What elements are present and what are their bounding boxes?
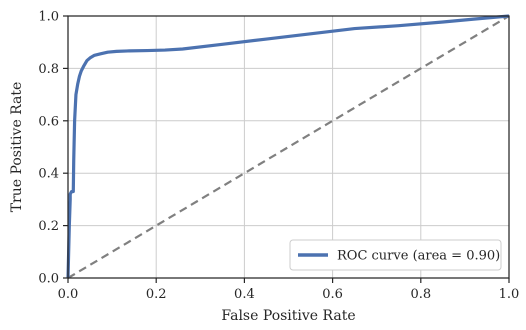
y-tick-label: 0.0	[38, 272, 59, 287]
x-tick-label: 0.2	[146, 287, 167, 302]
chance-diagonal-line	[67, 15, 510, 279]
legend-box	[289, 239, 502, 271]
x-tick-label: 0.8	[410, 287, 431, 302]
y-tick-label: 0.8	[38, 62, 59, 77]
legend: ROC curve (area = 0.90)	[289, 239, 502, 271]
x-tick-label: 0.4	[234, 287, 255, 302]
x-axis-label: False Positive Rate	[221, 308, 355, 324]
roc-curve-line	[66, 14, 510, 279]
x-tick-label: 0.0	[58, 287, 79, 302]
x-tick-label: 1.0	[499, 287, 520, 302]
y-tick-label: 0.2	[38, 219, 59, 234]
y-axis-label: True Positive Rate	[9, 82, 25, 213]
axis-ticks: 0.0 0.2 0.4 0.6 0.8 1.0 0.0 0.2 0.4 0.6 0.8 1.0	[38, 10, 519, 303]
plot-area-frame	[67, 15, 510, 279]
series-layer	[66, 14, 510, 279]
y-tick-label: 1.0	[38, 10, 59, 25]
y-tick-label: 0.6	[38, 114, 59, 129]
x-tick-label: 0.6	[322, 287, 343, 302]
legend-label-roc: ROC curve (area = 0.90)	[337, 249, 500, 264]
y-tick-label: 0.4	[38, 167, 59, 182]
